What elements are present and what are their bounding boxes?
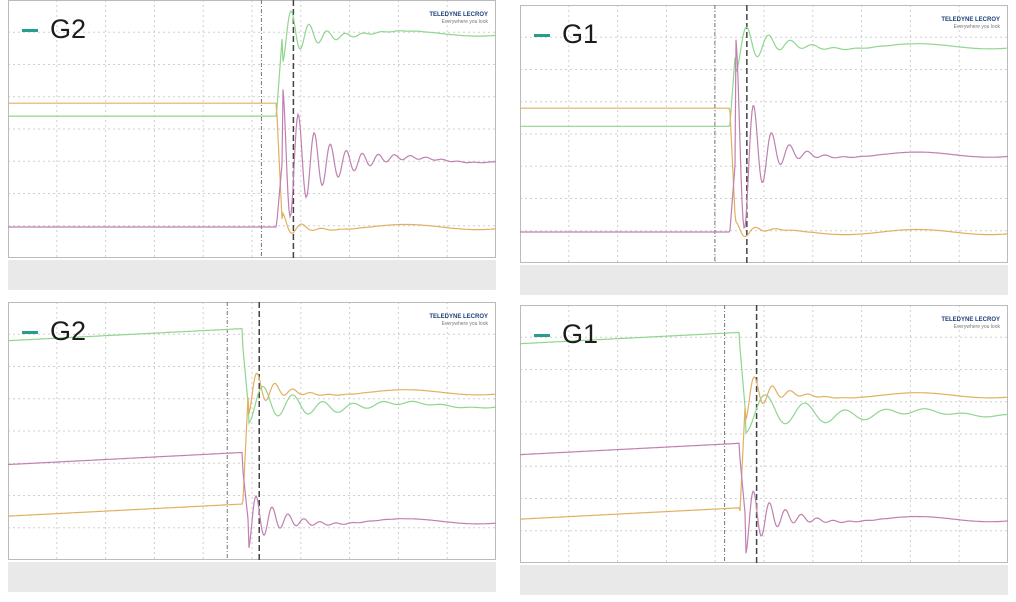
status-bar	[520, 565, 1008, 595]
waveform	[520, 442, 1008, 554]
plot-frame	[8, 302, 496, 560]
plot-frame	[520, 5, 1008, 263]
scope-panel: G1 TELEDYNE LECROY Everywhere you look	[520, 305, 1008, 595]
logo: TELEDYNE LECROY Everywhere you look	[941, 17, 1000, 31]
waveform	[520, 26, 1008, 127]
plot-frame	[520, 305, 1008, 563]
channel-label: G1	[534, 19, 598, 50]
logo-tagline: Everywhere you look	[441, 321, 488, 327]
logo: TELEDYNE LECROY Everywhere you look	[429, 314, 488, 328]
waveform	[8, 372, 496, 517]
channel-label: G2	[22, 316, 86, 347]
logo: TELEDYNE LECROY Everywhere you look	[941, 317, 1000, 331]
logo-text: TELEDYNE LECROY	[941, 17, 1000, 23]
logo-text: TELEDYNE LECROY	[429, 12, 488, 18]
waveform	[8, 102, 496, 234]
waveform	[8, 327, 496, 425]
waveform	[520, 376, 1008, 520]
waveform	[520, 39, 1008, 233]
waveform	[8, 451, 496, 548]
scope-panel: G2 TELEDYNE LECROY Everywhere you look	[8, 0, 496, 290]
logo: TELEDYNE LECROY Everywhere you look	[429, 12, 488, 26]
waveform	[520, 331, 1008, 435]
waveform	[8, 89, 496, 228]
waveform	[8, 10, 496, 117]
status-bar	[520, 265, 1008, 295]
channel-label: G2	[22, 14, 86, 45]
logo-tagline: Everywhere you look	[953, 324, 1000, 330]
status-bar	[8, 260, 496, 290]
plot-frame	[8, 0, 496, 258]
status-bar	[8, 562, 496, 592]
channel-label: G1	[534, 319, 598, 350]
scope-panel: G1 TELEDYNE LECROY Everywhere you look	[520, 5, 1008, 295]
logo-text: TELEDYNE LECROY	[941, 317, 1000, 323]
waveform	[520, 107, 1008, 238]
logo-tagline: Everywhere you look	[953, 24, 1000, 30]
logo-text: TELEDYNE LECROY	[429, 314, 488, 320]
logo-tagline: Everywhere you look	[441, 19, 488, 25]
scope-panel: G2 TELEDYNE LECROY Everywhere you look	[8, 302, 496, 592]
